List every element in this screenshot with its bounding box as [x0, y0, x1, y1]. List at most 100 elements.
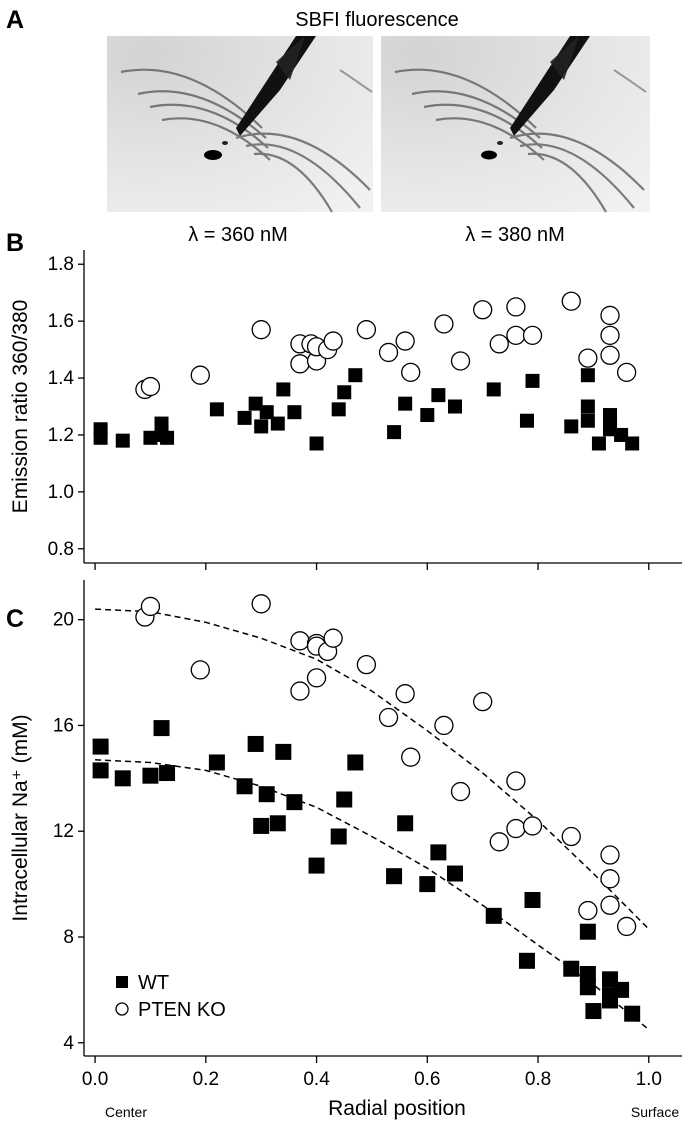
point-wt	[286, 794, 303, 811]
caption-360: λ = 360 nM	[188, 224, 288, 246]
emission-ratio-chart: 0.8 1.0 1.2 1.4 1.6 1.8 Emission ratio 360/380	[9, 250, 682, 570]
point-pten-ko	[434, 715, 454, 736]
point-wt	[308, 857, 325, 874]
point-wt	[154, 427, 169, 442]
y-axis-label: Emission ratio 360/380	[9, 300, 32, 514]
legend-label: PTEN KO	[138, 999, 226, 1021]
y-tick-label: 20	[53, 610, 74, 631]
point-pten-ko	[356, 654, 377, 675]
panel-a-letter: A	[6, 6, 24, 34]
point-wt	[431, 388, 446, 403]
point-wt	[114, 770, 131, 787]
intracellular-na-chart: 4 8 12 16 20 0.0 0.2 0.4 0.6 0.8 1.0 Intracellular …	[9, 580, 682, 1120]
point-wt	[254, 419, 269, 434]
point-pten-ko	[306, 668, 327, 688]
point-pten-ko	[506, 771, 526, 791]
point-wt	[336, 791, 353, 808]
point-wt	[430, 844, 447, 861]
point-wt	[397, 815, 414, 832]
point-pten-ko	[600, 325, 620, 346]
point-wt	[287, 405, 302, 420]
point-pten-ko	[489, 334, 509, 354]
point-wt	[485, 907, 502, 924]
point-wt	[564, 419, 579, 434]
point-wt	[248, 396, 263, 411]
point-pten-ko	[616, 362, 637, 383]
panel-b-letter: B	[6, 229, 24, 257]
point-wt	[603, 422, 618, 437]
point-wt	[269, 815, 286, 832]
x-tick-label: 1.0	[636, 1069, 662, 1090]
point-wt	[259, 405, 274, 420]
point-pten-ko	[140, 376, 161, 397]
x-tick-label: 0.2	[193, 1069, 219, 1090]
point-wt	[348, 368, 363, 383]
point-pten-ko	[140, 596, 161, 617]
y-tick-label: 0.8	[48, 539, 74, 560]
point-wt	[563, 960, 580, 977]
point-pten-ko	[522, 816, 543, 836]
point-wt	[154, 416, 169, 431]
point-pten-ko	[401, 747, 421, 767]
point-pten-ko	[473, 300, 493, 320]
y-tick-label: 8	[63, 927, 74, 948]
point-wt	[447, 399, 462, 414]
point-wt	[92, 762, 109, 779]
point-wt	[580, 368, 595, 383]
point-pten-ko	[434, 314, 454, 334]
x-tick-label: 0.8	[525, 1069, 551, 1090]
point-wt	[337, 385, 352, 400]
fit-curve-wt	[95, 759, 650, 1031]
x-extreme-center: Center	[105, 1104, 147, 1120]
point-wt	[419, 876, 436, 893]
x-axis-label: Radial position	[328, 1097, 466, 1120]
point-wt	[486, 382, 501, 397]
point-pten-ko	[401, 362, 421, 383]
point-wt	[614, 427, 629, 442]
point-pten-ko	[290, 631, 310, 651]
panel-c-letter: C	[6, 605, 24, 633]
point-wt	[579, 923, 596, 940]
point-wt	[519, 413, 534, 428]
point-pten-ko	[616, 916, 637, 937]
point-pten-ko	[395, 331, 415, 351]
y-tick-label: 1.4	[48, 368, 75, 389]
point-wt	[585, 1003, 602, 1020]
point-pten-ko	[395, 684, 415, 704]
point-wt	[93, 430, 108, 445]
x-extreme-surface: Surface	[631, 1104, 679, 1120]
point-pten-ko	[450, 351, 471, 371]
point-pten-ko	[600, 345, 620, 365]
point-wt	[115, 433, 130, 448]
y-tick-label: 1.8	[48, 254, 74, 275]
point-wt	[387, 425, 402, 440]
point-pten-ko	[561, 826, 581, 847]
point-pten-ko	[578, 348, 598, 368]
point-wt	[237, 410, 252, 425]
point-wt	[591, 436, 606, 451]
point-wt	[386, 868, 403, 885]
point-wt	[236, 778, 253, 795]
point-wt	[276, 382, 291, 397]
point-wt	[331, 402, 346, 417]
point-wt	[524, 891, 541, 908]
x-tick-label: 0.0	[82, 1069, 108, 1090]
point-pten-ko	[450, 781, 471, 802]
point-wt	[275, 743, 292, 760]
point-wt	[143, 430, 158, 445]
point-pten-ko	[378, 707, 399, 728]
point-wt	[580, 413, 595, 428]
panel-a-title: SBFI fluorescence	[295, 9, 458, 31]
point-pten-ko	[323, 331, 343, 351]
y-tick-label: 1.2	[48, 425, 74, 446]
micrograph-360	[107, 36, 373, 213]
point-wt	[159, 765, 176, 782]
legend-marker-square	[116, 976, 128, 988]
point-wt	[258, 786, 275, 803]
point-pten-ko	[251, 320, 271, 340]
point-wt	[579, 979, 596, 996]
legend-label: WT	[138, 972, 169, 994]
point-pten-ko	[356, 320, 377, 340]
point-pten-ko	[600, 895, 620, 915]
legend-marker-circle	[115, 1002, 129, 1016]
